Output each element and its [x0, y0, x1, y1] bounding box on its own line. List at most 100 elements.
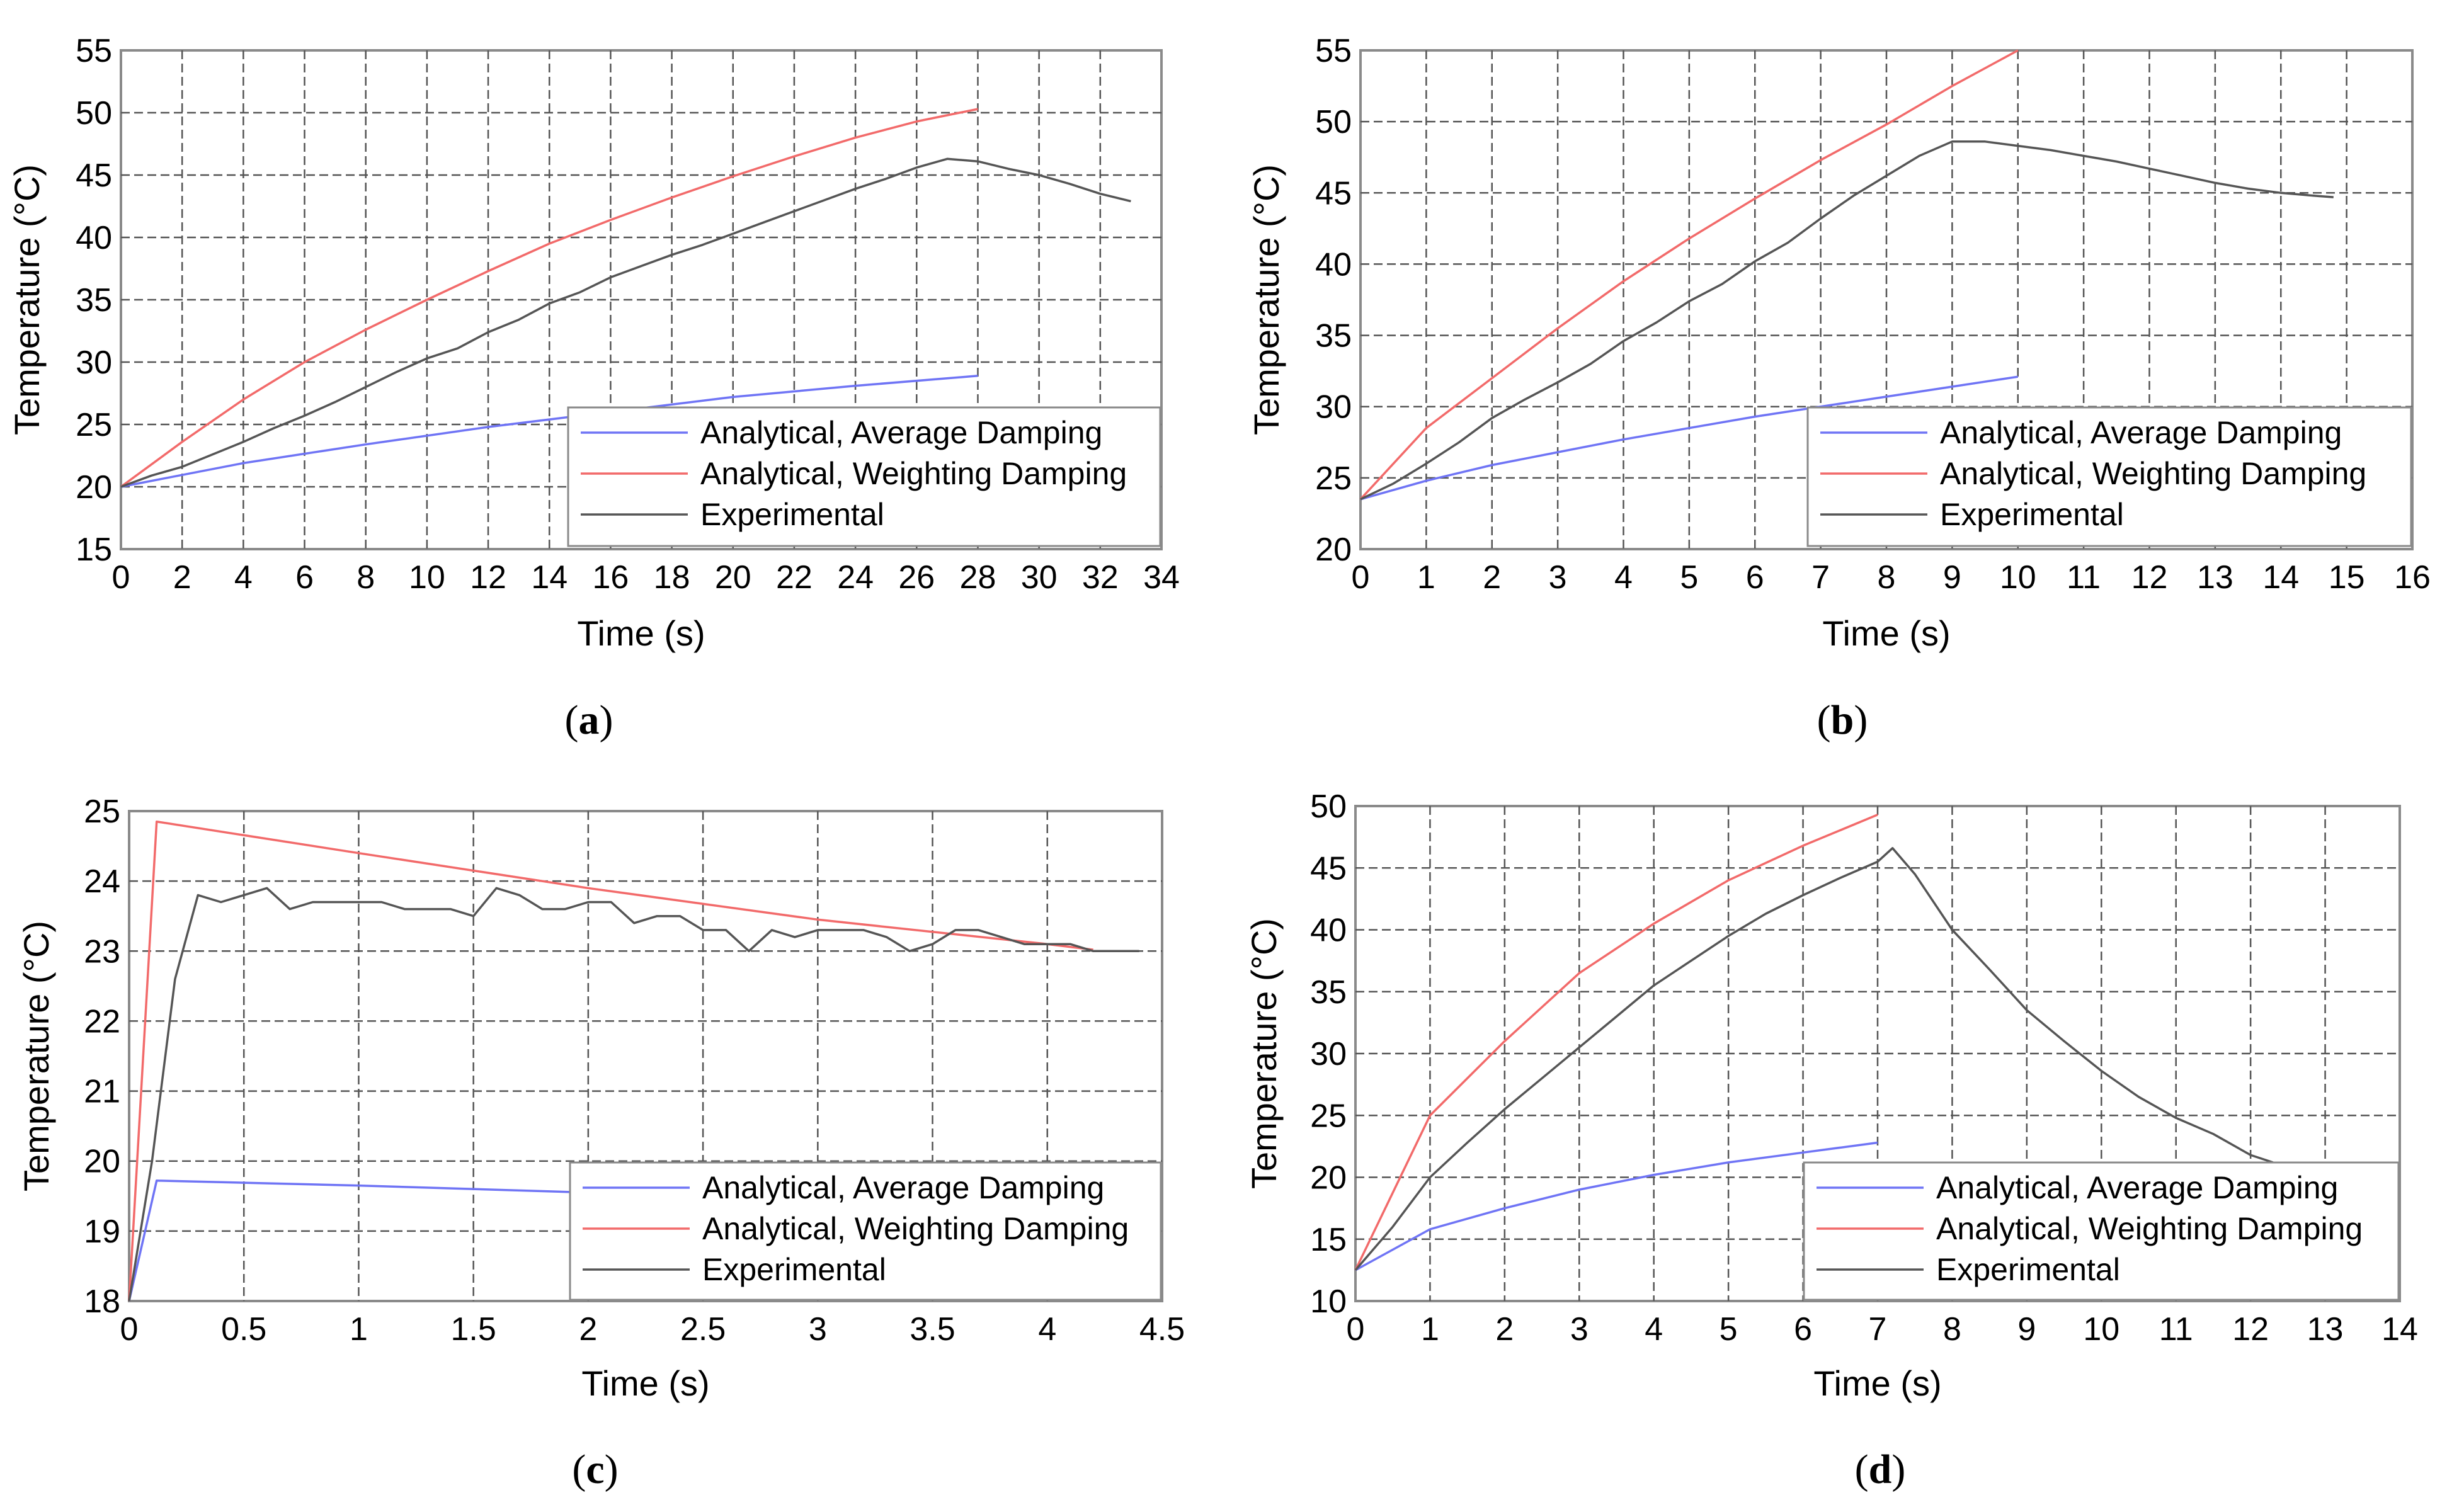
y-tick-labels: 18 19 20 21 22 23 24 25: [84, 793, 120, 1320]
x-tick-label: 3: [1570, 1311, 1589, 1348]
y-tick-label: 55: [76, 33, 112, 69]
y-tick-label: 15: [1310, 1222, 1347, 1258]
y-tick-label: 21: [84, 1074, 120, 1110]
chart-panel-c: 0 0.5 1 1.5 2 2.5 3 3.5 4 4.5 18 19 20 21 22 23 24 25 Ti…: [16, 793, 1185, 1403]
x-tick-label: 16: [592, 559, 629, 596]
y-tick-label: 25: [1315, 460, 1352, 497]
x-tick-label: 16: [2394, 559, 2431, 596]
x-tick-label: 32: [1082, 559, 1119, 596]
x-tick-label: 0: [1352, 559, 1370, 596]
x-tick-label: 5: [1680, 559, 1698, 596]
y-tick-labels: 15 20 25 30 35 40 45 50 55: [76, 33, 112, 568]
x-axis-title: Time (s): [1822, 613, 1950, 653]
x-tick-label: 1.5: [451, 1311, 496, 1348]
x-tick-label: 2: [1483, 559, 1501, 596]
y-tick-label: 25: [84, 793, 120, 830]
y-tick-label: 30: [1315, 389, 1352, 426]
x-tick-label: 12: [2232, 1311, 2269, 1348]
series-group: [1359, 49, 2334, 501]
x-tick-label: 10: [409, 559, 445, 596]
x-tick-label: 6: [1746, 559, 1764, 596]
x-tick-label: 4: [1614, 559, 1633, 596]
y-tick-label: 24: [84, 863, 120, 900]
x-tick-label: 2: [1495, 1311, 1514, 1348]
x-axis-title: Time (s): [577, 613, 705, 653]
legend-label-weighting: Analytical, Weighting Damping: [1936, 1211, 2363, 1246]
y-tick-label: 10: [1310, 1283, 1347, 1320]
x-tick-label: 12: [470, 559, 506, 596]
series-line-weighting-damping: [120, 108, 978, 488]
legend-label-average: Analytical, Average Damping: [702, 1170, 1104, 1205]
x-tick-labels: 0 1 2 3 4 5 6 7 8 9 10 11 12 13 14: [1347, 1311, 2418, 1348]
legend-label-experimental: Experimental: [700, 497, 884, 532]
series-line-weighting-damping: [1359, 49, 2019, 500]
y-tick-label: 22: [84, 1003, 120, 1040]
x-tick-label: 5: [1720, 1311, 1738, 1348]
x-tick-label: 34: [1143, 559, 1180, 596]
x-tick-label: 0: [112, 559, 130, 596]
y-tick-label: 30: [76, 344, 112, 381]
y-tick-label: 30: [1310, 1036, 1347, 1072]
panel-label-a: (a): [565, 697, 613, 743]
panel-label-d: (d): [1855, 1447, 1906, 1492]
y-tick-label: 25: [76, 407, 112, 443]
x-tick-label: 1: [1417, 559, 1435, 596]
legend-label-average: Analytical, Average Damping: [1940, 415, 2342, 450]
x-tick-label: 9: [1943, 559, 1961, 596]
y-tick-label: 25: [1310, 1098, 1347, 1134]
x-tick-label: 24: [837, 559, 874, 596]
legend-box: [1806, 406, 2412, 547]
x-tick-label: 2: [579, 1311, 597, 1348]
x-tick-label: 8: [356, 559, 375, 596]
x-tick-label: 4: [234, 559, 253, 596]
y-tick-label: 55: [1315, 33, 1352, 69]
x-tick-label: 10: [2000, 559, 2036, 596]
legend-label-experimental: Experimental: [1940, 497, 2124, 532]
series-line-experimental: [1354, 847, 2274, 1271]
y-tick-label: 20: [84, 1144, 120, 1180]
x-tick-label: 0.5: [221, 1311, 266, 1348]
legend: Analytical, Average Damping Analytical, …: [1803, 1161, 2400, 1301]
legend-box: [1803, 1161, 2400, 1301]
legend: Analytical, Average Damping Analytical, …: [1806, 406, 2412, 547]
x-tick-label: 15: [2329, 559, 2365, 596]
x-tick-label: 8: [1878, 559, 1896, 596]
x-tick-label: 8: [1943, 1311, 1961, 1348]
y-tick-label: 35: [76, 282, 112, 319]
y-tick-label: 45: [1310, 850, 1347, 887]
series-line-average-damping: [1355, 1141, 1878, 1271]
x-tick-label: 7: [1811, 559, 1830, 596]
x-axis-title: Time (s): [581, 1363, 709, 1403]
x-tick-label: 0: [1347, 1311, 1365, 1348]
legend-label-weighting: Analytical, Weighting Damping: [1940, 456, 2366, 491]
series-group: [1354, 814, 2274, 1271]
series-line-experimental: [128, 887, 1139, 1302]
series-line-experimental: [120, 157, 1131, 488]
legend-label-experimental: Experimental: [1936, 1252, 2120, 1287]
chart-panel-a: 0 2 4 6 8 10 12 14 16 18 20 22 24 26 28 30 32 34 15202530…: [7, 33, 1180, 653]
x-tick-label: 3: [1549, 559, 1567, 596]
y-axis-title: Temperature (°C): [1246, 164, 1286, 435]
x-tick-label: 4: [1645, 1311, 1663, 1348]
x-tick-label: 30: [1021, 559, 1058, 596]
x-tick-label: 20: [715, 559, 751, 596]
y-tick-label: 23: [84, 933, 120, 970]
x-tick-label: 11: [2159, 1311, 2193, 1348]
x-tick-label: 6: [295, 559, 314, 596]
x-tick-label: 22: [776, 559, 813, 596]
y-tick-label: 40: [76, 220, 112, 256]
y-tick-labels: 10 15 20 25 30 35 40 45 50: [1310, 788, 1347, 1320]
x-axis-title: Time (s): [1813, 1363, 1941, 1403]
x-tick-label: 9: [2017, 1311, 2036, 1348]
x-tick-labels: 0 2 4 6 8 10 12 14 16 18 20 22 24 26 28 30 32 34: [112, 559, 1180, 596]
legend-label-average: Analytical, Average Damping: [700, 415, 1102, 450]
x-tick-label: 12: [2131, 559, 2168, 596]
x-tick-label: 28: [960, 559, 996, 596]
panel-label-b: (b): [1817, 697, 1868, 743]
x-tick-label: 2.5: [680, 1311, 726, 1348]
y-axis-title: Temperature (°C): [16, 921, 56, 1191]
legend: Analytical, Average Damping Analytical, …: [569, 1161, 1162, 1301]
x-tick-label: 14: [2262, 559, 2299, 596]
y-tick-label: 20: [1315, 531, 1352, 568]
x-tick-label: 0: [120, 1311, 139, 1348]
